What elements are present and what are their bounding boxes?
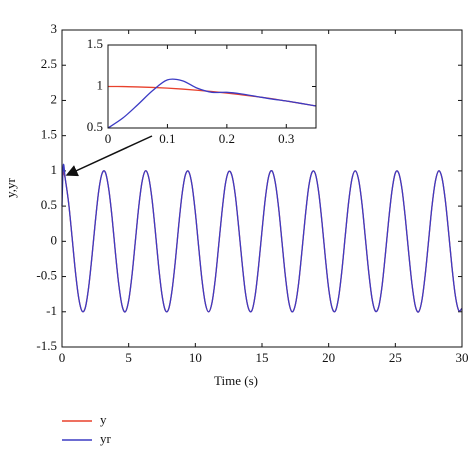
y-tick-label: 2 bbox=[51, 91, 58, 106]
x-tick-label: 20 bbox=[322, 350, 335, 365]
y-tick-label: 2.5 bbox=[41, 56, 57, 71]
series-line bbox=[61, 163, 463, 313]
y-tick-label: 1 bbox=[51, 162, 58, 177]
x-tick-label: 0.3 bbox=[278, 131, 294, 146]
y-tick-label: 1.5 bbox=[87, 36, 103, 51]
y-tick-label: 1.5 bbox=[41, 127, 57, 142]
legend-label: y bbox=[100, 412, 107, 427]
x-tick-label: 0 bbox=[59, 350, 66, 365]
x-tick-label: 0.1 bbox=[159, 131, 175, 146]
zoom-arrow bbox=[65, 135, 153, 177]
series-line bbox=[107, 78, 317, 129]
y-tick-label: -1 bbox=[46, 303, 57, 318]
plot-frame bbox=[107, 44, 317, 129]
x-tick-label: 10 bbox=[189, 350, 202, 365]
plot-frame bbox=[61, 29, 463, 348]
x-tick-label: 15 bbox=[256, 350, 269, 365]
y-axis-label: y,yr bbox=[3, 177, 18, 197]
legend-label: yr bbox=[100, 431, 112, 446]
x-tick-label: 0 bbox=[105, 131, 112, 146]
x-tick-label: 5 bbox=[125, 350, 132, 365]
y-tick-label: -0.5 bbox=[36, 268, 57, 283]
x-tick-label: 0.2 bbox=[219, 131, 235, 146]
y-tick-label: 1 bbox=[97, 77, 104, 92]
x-tick-label: 25 bbox=[389, 350, 402, 365]
y-tick-label: 3 bbox=[51, 21, 58, 36]
x-tick-label: 30 bbox=[456, 350, 469, 365]
y-tick-label: -1.5 bbox=[36, 338, 57, 353]
x-axis-label: Time (s) bbox=[214, 373, 258, 388]
y-tick-label: 0.5 bbox=[41, 197, 57, 212]
y-tick-label: 0.5 bbox=[87, 119, 103, 134]
y-tick-label: 0 bbox=[51, 232, 58, 247]
